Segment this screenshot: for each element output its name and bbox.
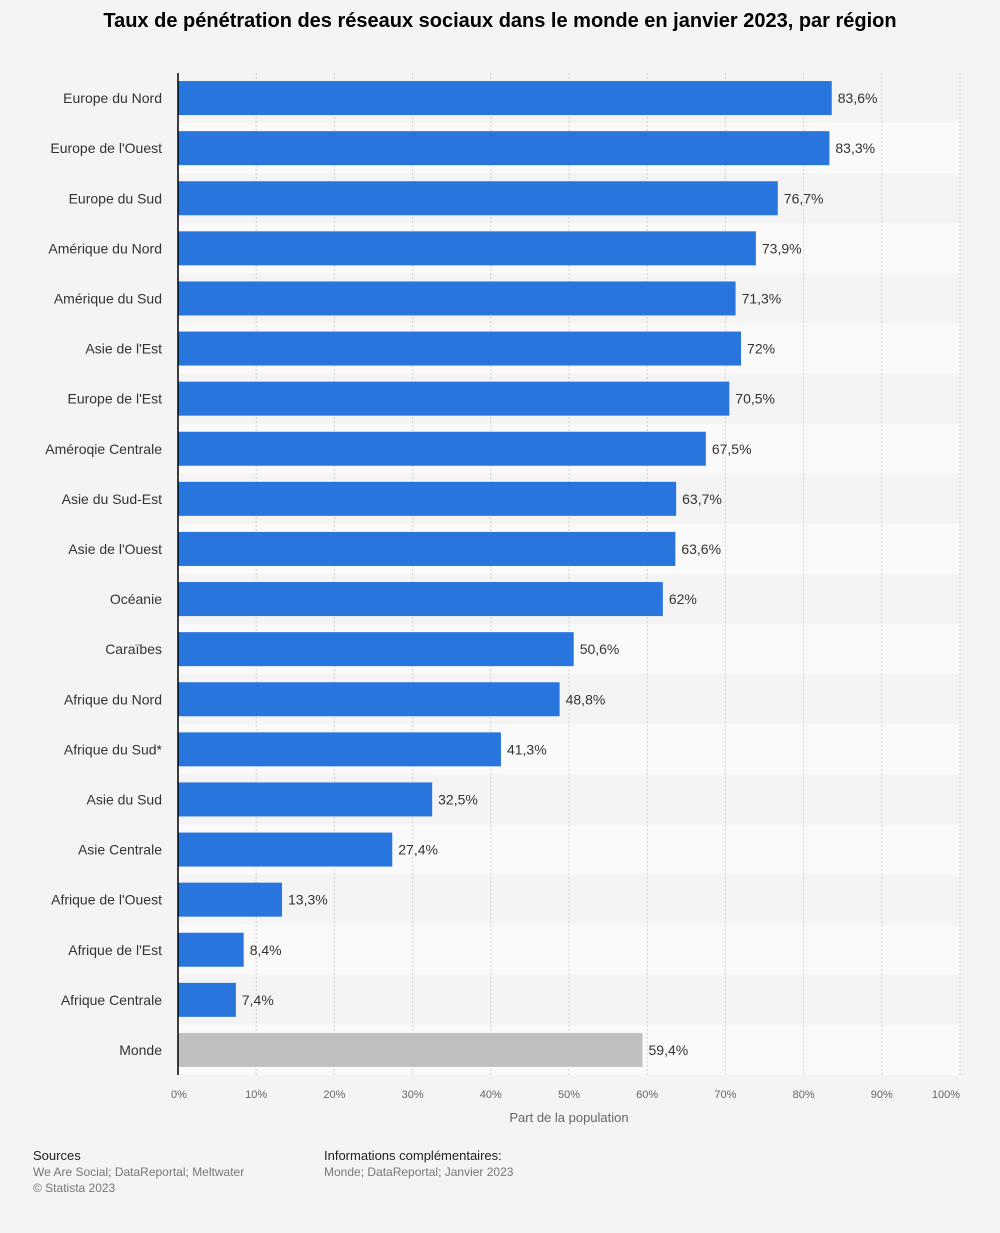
x-tick-label: 0% xyxy=(171,1089,187,1101)
value-label: 72% xyxy=(747,341,775,357)
bar xyxy=(178,181,778,216)
x-tick-label: 80% xyxy=(793,1089,815,1101)
value-label: 27,4% xyxy=(398,842,438,858)
bar xyxy=(178,431,706,466)
value-label: 41,3% xyxy=(507,741,547,757)
x-axis-title: Part de la population xyxy=(509,1110,628,1125)
chart-title: Taux de pénétration des réseaux sociaux … xyxy=(103,10,897,32)
bar xyxy=(178,732,501,767)
value-label: 83,6% xyxy=(838,90,878,106)
bar xyxy=(178,982,236,1017)
category-label: Europe de l'Est xyxy=(67,391,162,407)
x-tick-label: 100% xyxy=(932,1089,960,1101)
bar xyxy=(178,81,832,116)
value-label: 59,4% xyxy=(649,1042,689,1058)
category-label: Caraïbes xyxy=(105,641,162,657)
bar-chart: Europe du Nord 83,6% Europe de l'Ouest 83,3… xyxy=(45,73,961,1125)
category-label: Amérique du Sud xyxy=(54,290,162,306)
value-label: 63,6% xyxy=(681,541,721,557)
row-band xyxy=(178,974,960,1025)
value-label: 63,7% xyxy=(682,491,722,507)
value-label: 83,3% xyxy=(835,140,875,156)
sources-text: We Are Social; DataReportal; Meltwater xyxy=(33,1165,245,1179)
x-tick-label: 10% xyxy=(245,1089,267,1101)
value-label: 62% xyxy=(669,591,697,607)
value-label: 67,5% xyxy=(712,441,752,457)
value-label: 7,4% xyxy=(242,992,274,1008)
category-label: Asie Centrale xyxy=(78,842,162,858)
category-label: Afrique du Sud* xyxy=(64,741,163,757)
bar xyxy=(178,281,736,316)
info-block: Informations complémentaires: Monde; Dat… xyxy=(324,1148,513,1180)
category-label: Afrique du Nord xyxy=(64,691,162,707)
bar xyxy=(178,481,677,516)
x-tick-label: 20% xyxy=(323,1089,345,1101)
category-label: Asie de l'Ouest xyxy=(68,541,162,557)
category-label: Asie de l'Est xyxy=(85,341,162,357)
bar xyxy=(178,531,676,566)
x-tick-label: 90% xyxy=(871,1089,893,1101)
bar xyxy=(178,832,393,867)
category-label: Améroqie Centrale xyxy=(45,441,162,457)
category-label: Afrique de l'Ouest xyxy=(51,892,162,908)
bar xyxy=(178,632,574,667)
info-heading: Informations complémentaires: xyxy=(324,1148,502,1163)
value-label: 13,3% xyxy=(288,892,328,908)
bar xyxy=(178,582,663,617)
category-label: Asie du Sud-Est xyxy=(62,491,162,507)
x-tick-label: 50% xyxy=(558,1089,580,1101)
category-label: Europe du Nord xyxy=(63,90,162,106)
value-label: 50,6% xyxy=(580,641,620,657)
x-tick-label: 30% xyxy=(402,1089,424,1101)
category-label: Asie du Sud xyxy=(87,791,163,807)
value-label: 8,4% xyxy=(250,942,282,958)
category-label: Monde xyxy=(119,1042,162,1058)
value-label: 70,5% xyxy=(735,391,775,407)
bar xyxy=(178,131,830,166)
bar xyxy=(178,381,730,416)
x-tick-label: 70% xyxy=(714,1089,736,1101)
value-label: 32,5% xyxy=(438,791,478,807)
value-label: 73,9% xyxy=(762,240,802,256)
category-label: Océanie xyxy=(110,591,162,607)
copyright-text: © Statista 2023 xyxy=(33,1181,116,1195)
x-tick-label: 40% xyxy=(480,1089,502,1101)
bar xyxy=(178,782,433,817)
bar xyxy=(178,682,560,717)
bar xyxy=(178,331,742,366)
sources-heading: Sources xyxy=(33,1148,81,1163)
sources-block: Sources We Are Social; DataReportal; Mel… xyxy=(33,1148,244,1196)
category-label: Europe du Sud xyxy=(69,190,162,206)
bar xyxy=(178,1032,643,1067)
bar xyxy=(178,231,756,266)
x-tick-label: 60% xyxy=(636,1089,658,1101)
value-label: 76,7% xyxy=(784,190,824,206)
category-label: Amérique du Nord xyxy=(48,240,162,256)
bar xyxy=(178,932,244,967)
bar xyxy=(178,882,283,917)
category-label: Europe de l'Ouest xyxy=(50,140,162,156)
category-label: Afrique Centrale xyxy=(61,992,162,1008)
category-label: Afrique de l'Est xyxy=(68,942,162,958)
value-label: 71,3% xyxy=(742,290,782,306)
info-text: Monde; DataReportal; Janvier 2023 xyxy=(324,1165,514,1179)
value-label: 48,8% xyxy=(566,691,606,707)
